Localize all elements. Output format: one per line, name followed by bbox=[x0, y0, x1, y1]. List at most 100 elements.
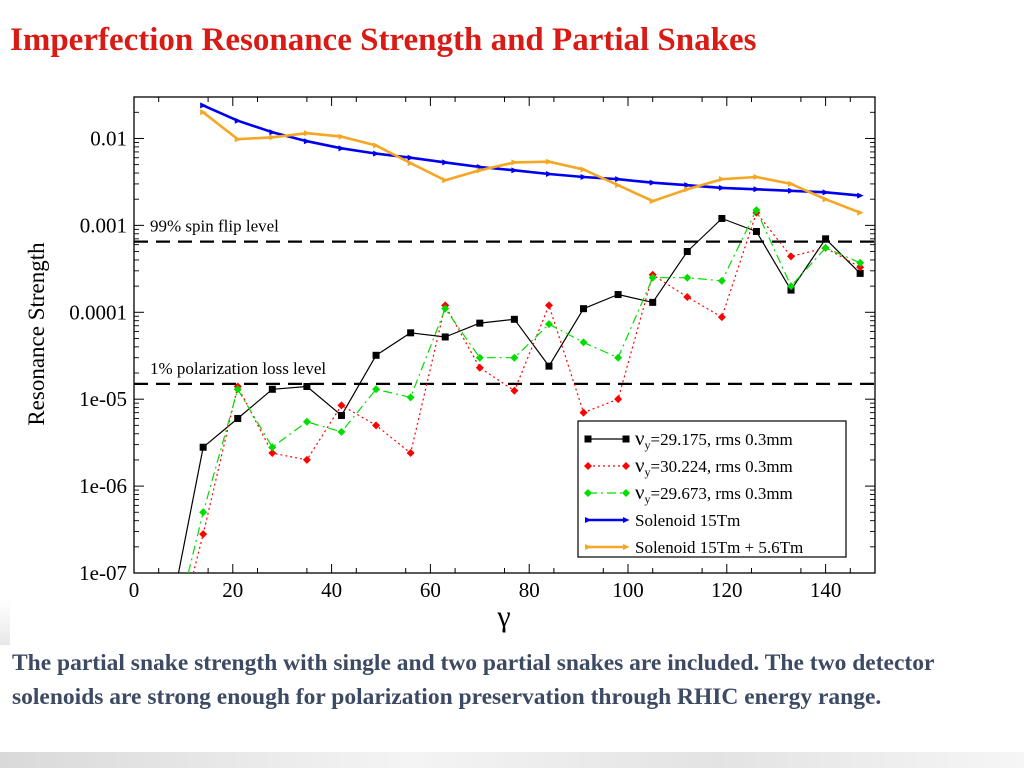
data-point bbox=[338, 133, 345, 140]
data-point bbox=[579, 408, 588, 417]
y-tick-label: 1e-07 bbox=[79, 561, 127, 585]
data-point bbox=[544, 301, 553, 310]
data-point bbox=[585, 544, 592, 550]
data-point bbox=[373, 142, 380, 149]
data-point bbox=[821, 243, 830, 252]
data-point bbox=[752, 206, 761, 215]
data-point bbox=[787, 252, 796, 261]
data-point bbox=[372, 385, 381, 394]
data-point bbox=[406, 449, 415, 458]
x-tick-label: 60 bbox=[420, 578, 441, 602]
data-point bbox=[510, 315, 518, 323]
data-point bbox=[753, 174, 760, 181]
data-point bbox=[476, 167, 484, 174]
data-point bbox=[442, 177, 449, 184]
data-point bbox=[545, 362, 553, 370]
data-point bbox=[303, 382, 311, 390]
data-point bbox=[787, 282, 796, 291]
data-point bbox=[856, 269, 864, 277]
series-blue bbox=[200, 102, 864, 199]
data-point bbox=[649, 198, 657, 205]
data-point bbox=[407, 154, 415, 161]
data-point bbox=[268, 385, 276, 393]
data-point bbox=[649, 179, 657, 186]
resonance-chart: 0 20 40 60 80 100 120 140 1e-07 1e-06 1e-05 0.0001 0… bbox=[0, 78, 1024, 638]
data-point bbox=[233, 385, 242, 394]
data-point bbox=[649, 298, 657, 306]
data-point bbox=[545, 171, 553, 178]
data-point bbox=[338, 145, 345, 152]
data-point bbox=[718, 176, 726, 183]
data-point bbox=[623, 517, 630, 523]
data-point bbox=[234, 117, 242, 124]
data-point bbox=[510, 353, 519, 362]
data-point bbox=[475, 353, 484, 362]
data-point bbox=[302, 417, 311, 426]
y-tick-label: 0.01 bbox=[90, 126, 127, 150]
data-point bbox=[718, 214, 726, 222]
data-point bbox=[622, 462, 630, 470]
data-point bbox=[302, 455, 311, 464]
data-point bbox=[442, 159, 449, 166]
data-point bbox=[269, 134, 276, 141]
data-point bbox=[406, 393, 415, 402]
chart-svg: 0 20 40 60 80 100 120 140 1e-07 1e-06 1e-05 0.0001 0… bbox=[24, 96, 876, 633]
data-point bbox=[584, 462, 592, 470]
data-point bbox=[717, 313, 726, 322]
data-point bbox=[234, 414, 242, 422]
data-point bbox=[441, 333, 449, 341]
series-line-blue bbox=[202, 104, 861, 197]
x-tick-label: 20 bbox=[222, 578, 243, 602]
x-tick-label: 80 bbox=[519, 578, 540, 602]
data-point bbox=[585, 517, 592, 523]
x-tick-label: 40 bbox=[321, 578, 342, 602]
y-tick-label: 1e-05 bbox=[79, 387, 127, 411]
reference-lines: 99% spin flip level 1% polarization loss … bbox=[134, 217, 875, 385]
data-point bbox=[623, 544, 630, 550]
data-point bbox=[622, 435, 630, 443]
data-point bbox=[718, 184, 726, 191]
data-point bbox=[337, 427, 346, 436]
data-point bbox=[717, 276, 726, 285]
data-point bbox=[337, 401, 346, 410]
legend-label-black: νy=29.175, rms 0.3mm bbox=[635, 426, 793, 452]
data-point bbox=[303, 138, 311, 145]
data-point bbox=[857, 209, 864, 216]
data-point bbox=[372, 421, 381, 430]
axis-ticks: 0 20 40 60 80 100 120 140 1e-07 1e-06 1e-05 0.0001 0… bbox=[69, 97, 875, 602]
data-point bbox=[200, 109, 207, 116]
data-point bbox=[476, 319, 484, 327]
data-point bbox=[580, 166, 588, 173]
series-line-orange bbox=[202, 111, 861, 214]
data-point bbox=[200, 102, 207, 109]
data-point bbox=[856, 263, 865, 272]
series-red bbox=[192, 208, 865, 573]
series-orange bbox=[200, 109, 864, 216]
data-point bbox=[752, 228, 760, 236]
data-point bbox=[545, 158, 553, 165]
x-axis-label: γ bbox=[496, 600, 510, 633]
data-point bbox=[268, 443, 277, 452]
legend-box bbox=[577, 420, 847, 558]
y-tick-label: 0.001 bbox=[80, 213, 127, 237]
data-point bbox=[510, 386, 519, 395]
data-point bbox=[337, 411, 345, 419]
data-point bbox=[511, 159, 518, 166]
data-point bbox=[614, 291, 622, 299]
data-point bbox=[269, 129, 276, 136]
data-point bbox=[441, 304, 450, 313]
y-axis-label: Resonance Strength bbox=[24, 242, 49, 426]
data-point bbox=[580, 174, 588, 181]
data-point bbox=[788, 180, 795, 187]
data-point bbox=[199, 508, 208, 517]
reference-line-label: 99% spin flip level bbox=[150, 217, 279, 236]
data-point bbox=[648, 273, 657, 282]
series-green bbox=[187, 206, 865, 573]
data-point bbox=[614, 353, 623, 362]
data-point bbox=[615, 176, 622, 183]
data-point bbox=[407, 329, 415, 337]
data-point bbox=[199, 530, 208, 539]
data-point bbox=[684, 182, 691, 189]
data-point bbox=[788, 187, 795, 194]
data-point bbox=[822, 235, 830, 243]
